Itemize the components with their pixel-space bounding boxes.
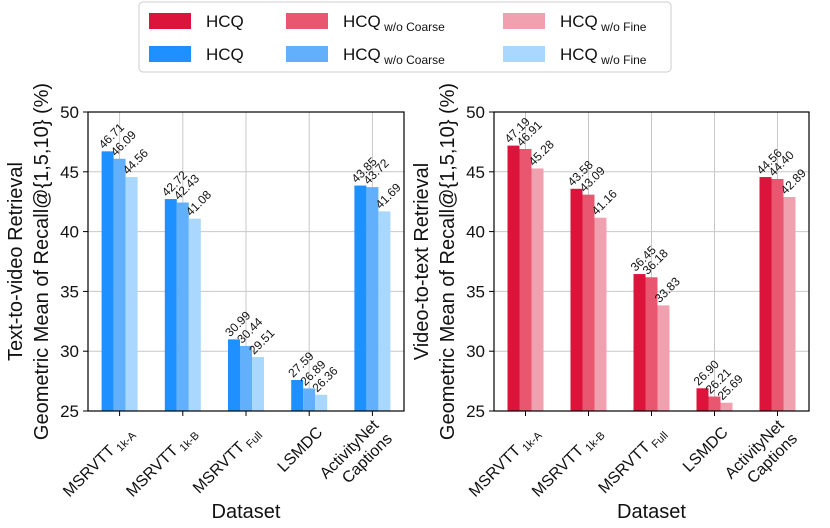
bar [354,185,367,411]
legend-label-5-base: HCQ [560,45,598,64]
legend-label-5-sub: w/o Fine [598,53,647,67]
bar [315,394,328,411]
y-tick-label: 25 [466,402,485,421]
bar [771,178,784,411]
legend-label-0: HCQ [206,12,244,31]
bar [507,145,520,411]
legend-label-2: HCQ w/o Fine [560,12,647,34]
bar [759,177,772,411]
legend-swatch-4 [286,46,328,62]
bar [366,187,379,411]
legend-swatch-3 [149,46,191,62]
x-tick-label-text-sub: 1k-B [175,430,202,457]
x-axis-title: Dataset [617,501,686,523]
bar [645,277,658,411]
legend-swatch-0 [149,13,191,29]
bar [696,388,709,411]
legend-label-2-base: HCQ [560,12,598,31]
bar [252,357,264,411]
bar [113,158,126,411]
data-label: 41.69 [373,180,404,211]
y-axis-title-line1: Text-to-video Retrieval [5,162,27,361]
legend-label-0-base: HCQ [206,12,244,31]
legend-label-1-base: HCQ [343,12,381,31]
bar [582,194,595,411]
chart-video-to-text: 25303540455047.1943.5836.4526.9044.5646.… [411,83,810,523]
bar [240,345,252,411]
bar [720,402,733,411]
bar [570,188,583,411]
x-tick-label: MSRVTT Full [190,424,265,499]
x-tick-label-text-base: MSRVTT [596,439,654,497]
x-tick-label-text-base: MSRVTT [123,442,181,500]
y-tick-label: 30 [466,342,485,361]
x-tick-label-text-base: MSRVTT [190,439,248,497]
legend-label-1: HCQ w/o Coarse [343,12,445,34]
y-tick-label: 25 [60,402,79,421]
legend-label-4-base: HCQ [343,45,381,64]
y-tick-label: 30 [60,342,79,361]
y-tick-label: 40 [466,223,485,242]
bar [594,217,607,411]
x-tick-label-text-base: MSRVTT [60,442,118,500]
legend-label-3: HCQ [206,45,244,64]
y-axis-title-line1: Video-to-text Retrieval [411,163,433,361]
legend-swatch-1 [286,13,328,29]
chart-text-to-video: 25303540455046.7142.7230.9927.5943.8546.… [5,83,405,523]
x-tick-label-text-base: MSRVTT [529,442,587,500]
data-label: 41.16 [589,186,620,217]
legend-label-5: HCQ w/o Fine [560,45,647,67]
legend-swatch-5 [503,46,545,62]
x-axis-title: Dataset [212,501,281,523]
bar [378,211,391,411]
y-tick-label: 40 [60,223,79,242]
bar [519,148,532,411]
x-tick-label-text-sub: 1k-A [112,429,139,456]
legend-label-4-sub: w/o Coarse [381,53,445,67]
y-tick-label: 50 [60,103,79,122]
y-tick-label: 35 [466,282,485,301]
bar [125,177,138,411]
x-tick-label-text: MSRVTT Full [190,424,265,499]
bar [303,388,316,411]
y-tick-label: 45 [60,163,79,182]
legend-swatch-2 [503,13,545,29]
x-tick-label-text-sub: 1k-B [581,430,608,457]
bar [164,199,177,411]
bar [783,197,796,411]
bar [188,218,201,411]
x-tick-label-text-base: MSRVTT [466,442,524,500]
y-tick-label: 45 [466,163,485,182]
y-tick-label: 50 [466,103,485,122]
x-tick-label-text: MSRVTT Full [596,424,671,499]
bar [101,151,114,412]
bar [291,380,304,411]
legend-label-4: HCQ w/o Coarse [343,45,445,67]
legend-label-3-base: HCQ [206,45,244,64]
bar [657,305,670,411]
y-axis-title-line2: Geometric Mean of Recall@{1,5,10} (%) [437,83,459,440]
y-tick-label: 35 [60,282,79,301]
bar [708,396,721,411]
bar [228,339,240,411]
bar [633,274,646,411]
x-tick-label-text-sub: 1k-A [518,429,545,456]
legend-label-1-sub: w/o Coarse [381,20,445,34]
y-axis-title-line2: Geometric Mean of Recall@{1,5,10} (%) [31,83,53,440]
legend-label-2-sub: w/o Fine [598,20,647,34]
x-tick-label: MSRVTT Full [596,424,671,499]
bar [531,168,544,411]
bar [176,202,189,411]
